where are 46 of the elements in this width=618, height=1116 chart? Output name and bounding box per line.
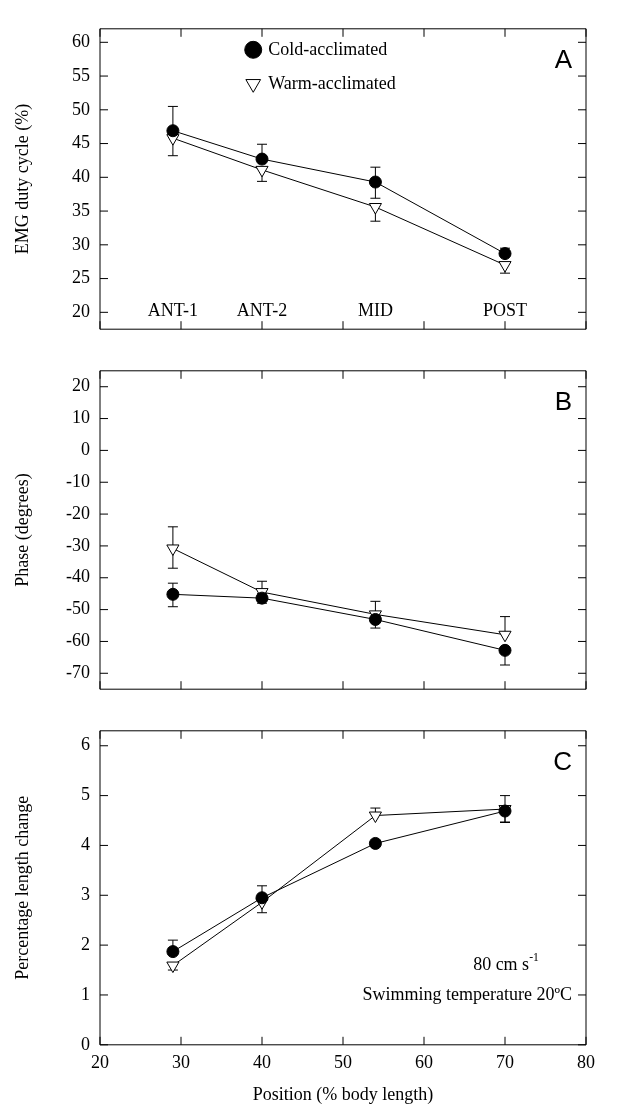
- x-tick-label: 30: [172, 1052, 190, 1073]
- y-tick-label: 10: [72, 407, 90, 428]
- y-tick-label: 20: [72, 301, 90, 322]
- y-tick-label: 4: [81, 834, 90, 855]
- x-tick-label: 40: [253, 1052, 271, 1073]
- x-tick-label: 50: [334, 1052, 352, 1073]
- y-tick-label: -40: [66, 566, 90, 587]
- annotation: C: [553, 745, 572, 776]
- y-axis-title: Phase (degrees): [11, 473, 33, 587]
- x-tick-label: 60: [415, 1052, 433, 1073]
- y-axis-title: Percentage length change: [11, 795, 32, 980]
- y-tick-label: -50: [66, 598, 90, 619]
- y-tick-label: -60: [66, 630, 90, 651]
- annotation: B: [554, 385, 572, 416]
- y-tick-label: 2: [81, 933, 90, 954]
- annotation: ANT-2: [236, 299, 288, 320]
- annotation: POST: [482, 299, 528, 320]
- y-tick-label: 5: [81, 784, 90, 805]
- y-tick-label: -20: [66, 502, 90, 523]
- y-tick-label: 45: [72, 132, 90, 153]
- y-tick-label: -10: [66, 470, 90, 491]
- annotation: A: [554, 43, 573, 74]
- legend-label: Warm-acclimated: [268, 72, 396, 93]
- y-tick-label: 35: [72, 199, 90, 220]
- y-tick-label: 0: [81, 439, 90, 460]
- y-tick-label: 0: [81, 1033, 90, 1054]
- legend-label: Cold-acclimated: [268, 38, 388, 59]
- y-tick-label: 20: [72, 375, 90, 396]
- y-tick-label: 30: [72, 233, 90, 254]
- y-tick-label: 3: [81, 884, 90, 905]
- y-axis-title: EMG duty cycle (%): [11, 103, 33, 255]
- y-tick-label: 25: [72, 267, 90, 288]
- annotation: MID: [357, 299, 393, 320]
- y-tick-label: 40: [72, 166, 90, 187]
- annotation: Swimming temperature 20ºC: [362, 983, 573, 1004]
- y-tick-label: 55: [72, 64, 90, 85]
- x-axis-title: Position (% body length): [252, 1083, 434, 1105]
- y-tick-label: 60: [72, 31, 90, 52]
- y-tick-label: 1: [81, 983, 90, 1004]
- y-tick-label: -70: [66, 662, 90, 683]
- annotation: ANT-1: [147, 299, 199, 320]
- y-tick-label: -30: [66, 534, 90, 555]
- y-tick-label: 50: [72, 98, 90, 119]
- x-tick-label: 80: [577, 1052, 595, 1073]
- x-tick-label: 70: [496, 1052, 514, 1073]
- y-tick-label: 6: [81, 734, 90, 755]
